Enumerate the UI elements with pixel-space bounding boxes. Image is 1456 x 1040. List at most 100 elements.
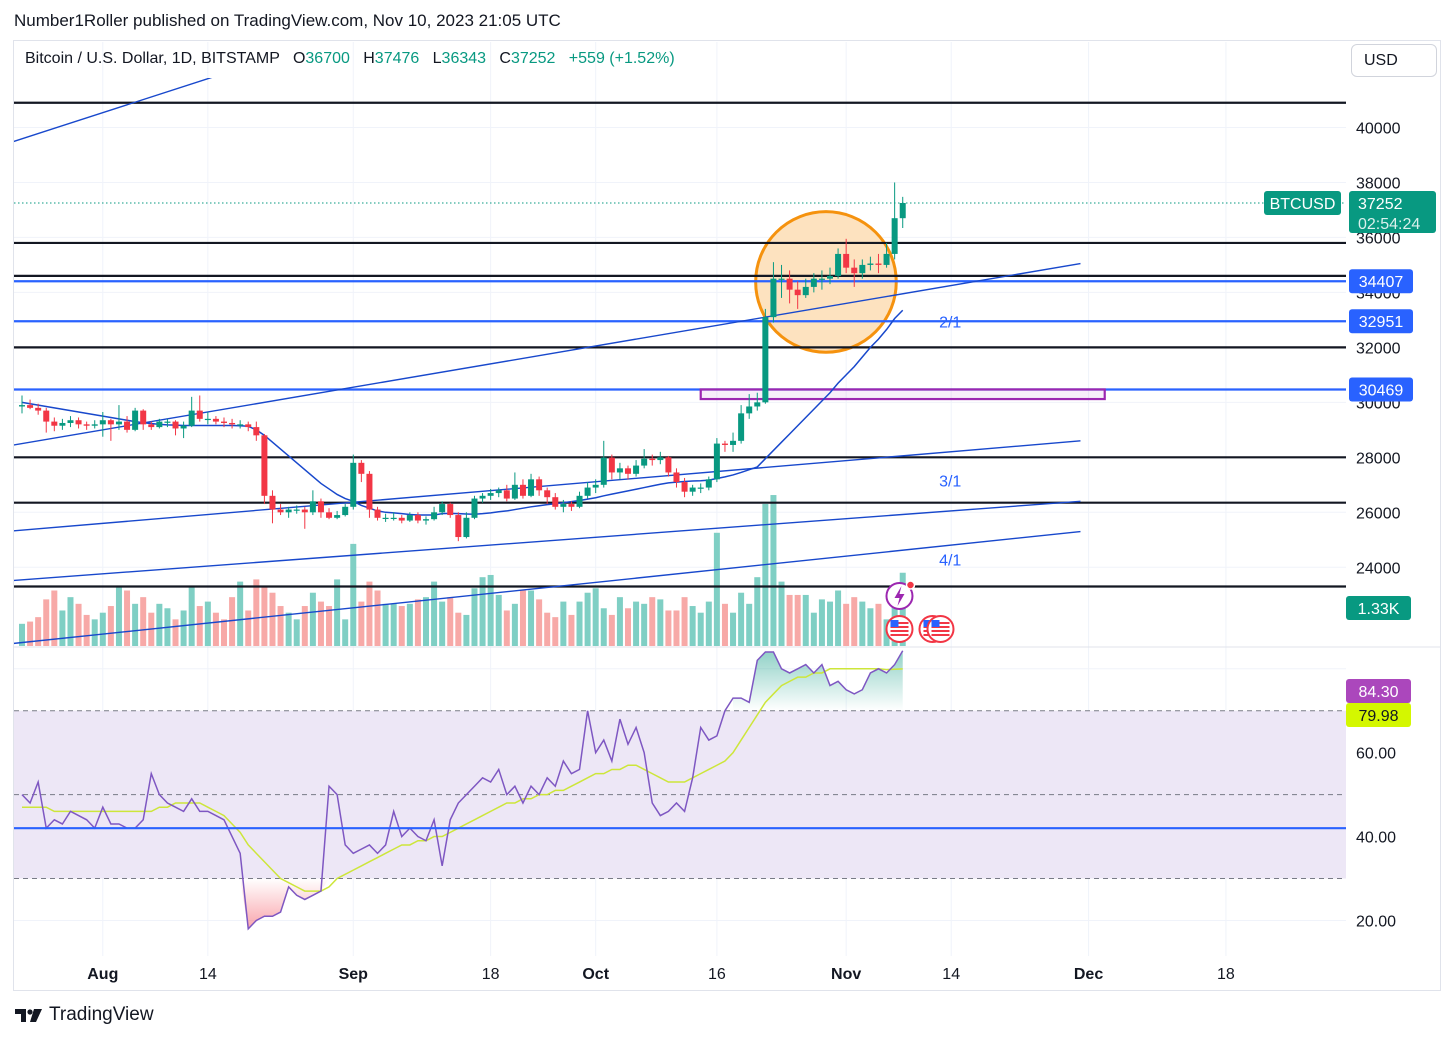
countdown-tag-value: 02:54:24 [1358,216,1420,233]
candle-body [770,278,777,318]
volume-bar [350,543,357,646]
volume-bar [616,597,623,646]
candle-body [140,410,147,425]
tradingview-brand[interactable]: TradingView [15,1004,154,1026]
legend-open: 36700 [305,50,350,67]
candle [576,491,583,509]
blue-level-tag: 34407 [1349,269,1413,294]
publish-caption: Number1Roller published on TradingView.c… [14,11,561,30]
candle [859,259,866,279]
candle-body [697,487,704,489]
candle [350,454,357,510]
candle-body [552,497,559,507]
candle-body [616,468,623,473]
candle [132,407,139,432]
candle-body [681,482,688,492]
candle-body [309,501,316,513]
volume-bar [568,614,575,646]
candle-body [358,462,365,474]
volume-bar [196,606,203,646]
candle-body [188,410,195,426]
legend-change: +559 (+1.52%) [568,50,675,67]
volume-bar [608,614,615,646]
volume-bar [843,603,850,646]
last-price-tag-value: 37252 [1358,196,1403,213]
candle-body [713,443,720,480]
candle [519,479,526,499]
candle-body [196,410,203,419]
candle [689,484,696,496]
candle [188,396,195,428]
currency-selector[interactable]: USD [1351,44,1437,77]
candle [746,394,753,419]
volume-bar [447,597,454,646]
candle [649,454,656,466]
candle [665,455,672,477]
candle-body [544,490,551,498]
candle [738,405,745,444]
volume-bar [326,606,333,646]
volume-value-tag-bg [1346,596,1411,620]
volume-bar [172,619,179,646]
volume-bar [317,601,324,646]
rsi-ma-line [22,668,903,892]
candle [204,411,211,425]
rsi-value-tag-text: 84.30 [1358,684,1398,701]
candle [269,490,276,524]
candle-body [633,465,640,474]
us-flag-icon-stripe [890,634,909,636]
candle [164,418,171,428]
volume-bar [156,603,163,646]
volume-bar [657,599,664,646]
us-flag-icon-ring [926,615,955,643]
us-flag-icon-stripe [931,626,950,628]
volume-value-tag-text: 1.33K [1358,601,1400,618]
candle-body [455,515,462,538]
volume-bar [859,601,866,646]
us-flag-icon-canton [931,620,940,627]
candle [810,273,817,293]
candle-body [83,424,90,426]
candle [398,515,405,524]
event-icons[interactable] [885,580,955,643]
volume-bar [261,586,268,646]
volume-bar [552,617,559,646]
candle-body [592,484,599,488]
volume-bar [212,612,219,646]
volume-bar [301,606,308,646]
price-tick-label: 28000 [1356,450,1401,467]
candle [471,495,478,520]
volume-bar [423,597,429,646]
candle [285,506,292,518]
horizontal-levels[interactable] [14,101,1346,588]
candle-body [487,493,494,496]
candle-body [447,504,454,516]
volume-bar [762,503,769,646]
candle-body [867,263,874,265]
candle-body [560,504,567,507]
volume-bar [406,603,413,646]
candle-body [746,406,753,414]
candle [326,508,333,520]
candle [83,421,90,430]
candle [293,505,300,514]
time-tick-label: Dec [1074,966,1103,983]
volume-bar [269,592,276,646]
candle [245,421,252,432]
volume-bar [334,579,341,646]
volume-bar [746,603,753,646]
candle-body [423,519,429,521]
us-flag-icon-stripe [931,622,950,624]
time-tick-label: 18 [482,966,500,983]
candle-body [91,424,98,426]
candle [503,484,510,502]
candle-body [463,517,470,538]
candle [148,421,155,430]
candle-body [374,509,381,518]
volume-bar [35,617,42,646]
trendlines[interactable]: 2/1 3/1 4/1 [6,40,1081,645]
candle [107,418,114,441]
candle-body [794,289,801,296]
axes: 4000038000360003400032000300002800026000… [87,120,1400,983]
